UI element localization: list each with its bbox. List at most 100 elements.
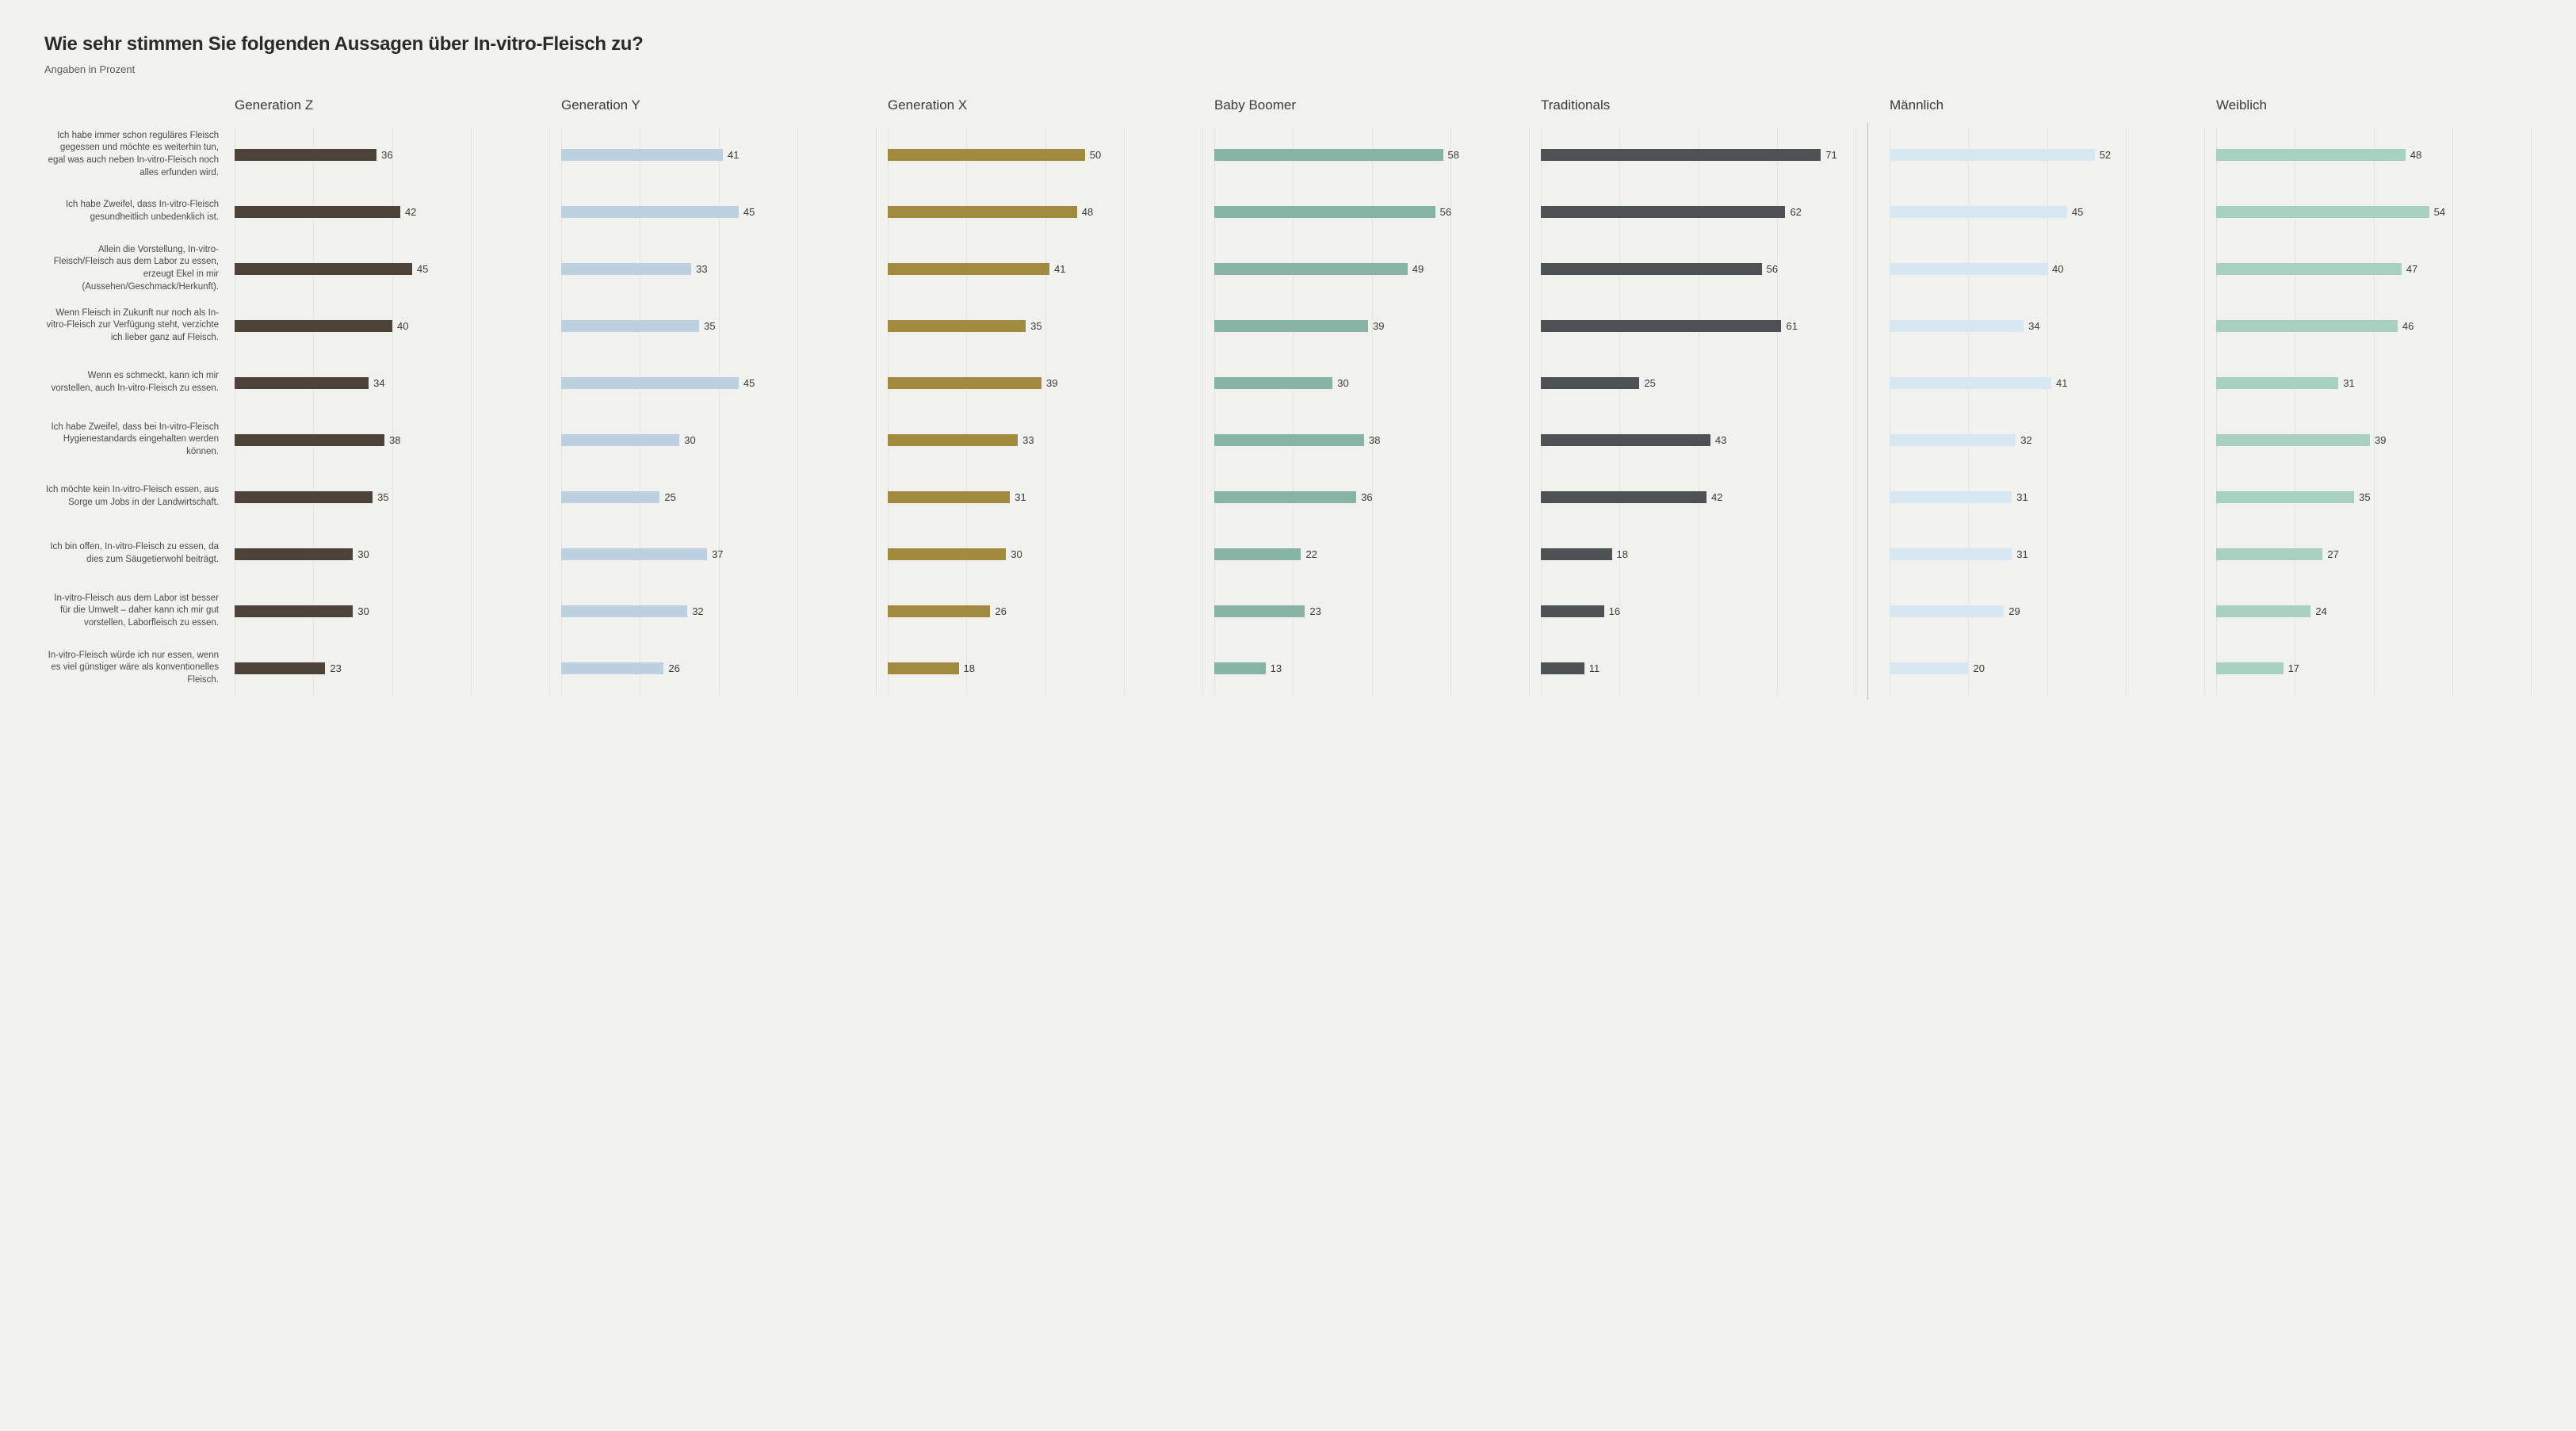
row-label: Ich möchte kein In-vitro-Fleisch essen, … bbox=[44, 468, 224, 525]
bar-value: 54 bbox=[2434, 206, 2445, 218]
bar-value: 47 bbox=[2406, 263, 2417, 275]
bar bbox=[1541, 377, 1639, 389]
bar bbox=[1890, 149, 2095, 161]
bar bbox=[561, 662, 663, 674]
bar bbox=[1214, 491, 1356, 503]
bar bbox=[561, 605, 687, 617]
bar-value: 43 bbox=[1715, 434, 1726, 446]
bar bbox=[1214, 149, 1443, 161]
bar-value: 30 bbox=[357, 548, 369, 560]
bar-cell: 36 bbox=[1214, 468, 1530, 525]
column-header: Generation Y bbox=[561, 97, 877, 126]
bar bbox=[1541, 491, 1707, 503]
bar-cell: 11 bbox=[1541, 639, 1856, 696]
bar bbox=[235, 320, 392, 332]
bar-cell: 45 bbox=[1890, 183, 2205, 240]
bar-value: 37 bbox=[712, 548, 723, 560]
bar-cell: 43 bbox=[1541, 411, 1856, 468]
bar-value: 48 bbox=[2410, 149, 2421, 161]
group-divider bbox=[1867, 522, 1878, 586]
bar-cell: 31 bbox=[1890, 525, 2205, 582]
bar bbox=[2216, 491, 2354, 503]
bar bbox=[561, 377, 739, 389]
bar-cell: 41 bbox=[561, 126, 877, 183]
bar bbox=[235, 662, 325, 674]
bar-cell: 29 bbox=[1890, 582, 2205, 639]
bar-value: 30 bbox=[1337, 377, 1348, 389]
bar-cell: 49 bbox=[1214, 240, 1530, 297]
bar-cell: 23 bbox=[235, 639, 550, 696]
row-label: In-vitro-Fleisch aus dem Labor ist besse… bbox=[44, 582, 224, 639]
bar bbox=[1890, 491, 2012, 503]
bar bbox=[1890, 263, 2047, 275]
bar-cell: 30 bbox=[235, 525, 550, 582]
bar-value: 31 bbox=[2016, 491, 2028, 503]
bar-value: 31 bbox=[1015, 491, 1026, 503]
bar-value: 34 bbox=[2028, 320, 2039, 332]
bar-value: 56 bbox=[1440, 206, 1451, 218]
bar-cell: 38 bbox=[1214, 411, 1530, 468]
bar-cell: 25 bbox=[561, 468, 877, 525]
bar-value: 25 bbox=[1644, 377, 1655, 389]
bar-cell: 23 bbox=[1214, 582, 1530, 639]
bar-cell: 22 bbox=[1214, 525, 1530, 582]
bar-value: 32 bbox=[2020, 434, 2031, 446]
bar bbox=[1890, 206, 2067, 218]
bar bbox=[1541, 320, 1781, 332]
bar-cell: 39 bbox=[2216, 411, 2532, 468]
bar-value: 40 bbox=[397, 320, 408, 332]
bar bbox=[888, 149, 1085, 161]
bar-value: 41 bbox=[1054, 263, 1065, 275]
bar-cell: 40 bbox=[235, 297, 550, 354]
bar bbox=[1541, 263, 1762, 275]
bar-value: 35 bbox=[704, 320, 715, 332]
bar bbox=[1541, 206, 1785, 218]
bar-value: 35 bbox=[2359, 491, 2370, 503]
bar-value: 49 bbox=[1412, 263, 1424, 275]
bar-value: 39 bbox=[2375, 434, 2386, 446]
row-label: Ich habe Zweifel, dass In-vitro-Fleisch … bbox=[44, 183, 224, 240]
bar-cell: 24 bbox=[2216, 582, 2532, 639]
bar bbox=[1890, 662, 1969, 674]
bar bbox=[888, 320, 1026, 332]
column-header: Generation X bbox=[888, 97, 1203, 126]
bar bbox=[888, 263, 1049, 275]
bar bbox=[1214, 206, 1435, 218]
bar bbox=[1214, 263, 1408, 275]
bar-value: 36 bbox=[1361, 491, 1372, 503]
column-header: Baby Boomer bbox=[1214, 97, 1530, 126]
bar-cell: 35 bbox=[888, 297, 1203, 354]
group-divider bbox=[1867, 180, 1878, 243]
group-divider bbox=[1867, 579, 1878, 643]
bar-cell: 56 bbox=[1214, 183, 1530, 240]
bar-value: 42 bbox=[1711, 491, 1722, 503]
bar-cell: 39 bbox=[1214, 297, 1530, 354]
bar-value: 13 bbox=[1271, 662, 1282, 674]
bar bbox=[2216, 605, 2310, 617]
bar-value: 24 bbox=[2315, 605, 2326, 617]
bar bbox=[561, 548, 707, 560]
bar bbox=[1214, 434, 1364, 446]
bar-cell: 48 bbox=[2216, 126, 2532, 183]
bar-cell: 62 bbox=[1541, 183, 1856, 240]
bar bbox=[561, 434, 679, 446]
group-divider bbox=[1867, 294, 1878, 357]
bar bbox=[888, 491, 1010, 503]
bar-cell: 31 bbox=[888, 468, 1203, 525]
group-divider bbox=[1867, 237, 1878, 300]
bar bbox=[2216, 149, 2406, 161]
bar bbox=[2216, 434, 2370, 446]
bar-value: 58 bbox=[1448, 149, 1459, 161]
bar-cell: 18 bbox=[1541, 525, 1856, 582]
bar-value: 45 bbox=[417, 263, 428, 275]
bar-value: 31 bbox=[2343, 377, 2354, 389]
bar-cell: 41 bbox=[888, 240, 1203, 297]
bar-value: 71 bbox=[1825, 149, 1836, 161]
bar-value: 33 bbox=[1022, 434, 1034, 446]
bar bbox=[888, 434, 1018, 446]
bar-cell: 71 bbox=[1541, 126, 1856, 183]
chart-subtitle: Angaben in Prozent bbox=[44, 63, 2532, 75]
bar-value: 61 bbox=[1786, 320, 1797, 332]
bar bbox=[235, 605, 353, 617]
bar-cell: 54 bbox=[2216, 183, 2532, 240]
